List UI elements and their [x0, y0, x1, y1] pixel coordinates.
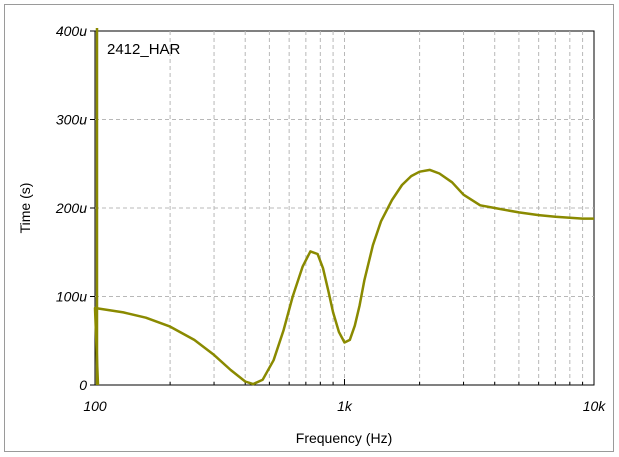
- y-tick-label: 300u: [56, 112, 87, 128]
- y-tick-label: 100u: [56, 289, 87, 305]
- y-axis-title: Time (s): [17, 183, 33, 234]
- y-tick-label: 200u: [55, 200, 87, 216]
- x-tick-label: 100: [83, 398, 107, 414]
- y-tick-label: 0: [79, 377, 87, 393]
- x-tick-label: 1k: [337, 398, 353, 414]
- chart-title: 2412_HAR: [107, 41, 181, 58]
- y-tick-label: 400u: [56, 23, 87, 39]
- x-axis-title: Frequency (Hz): [296, 430, 392, 446]
- x-tick-label: 10k: [583, 398, 607, 414]
